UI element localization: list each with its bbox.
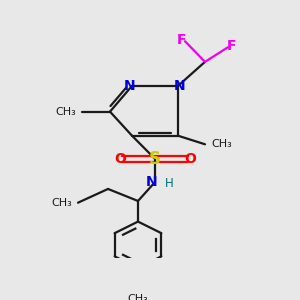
Text: F: F xyxy=(227,39,237,53)
Text: H: H xyxy=(165,177,173,190)
Text: N: N xyxy=(146,175,158,189)
Text: CH₃: CH₃ xyxy=(55,107,76,117)
Text: O: O xyxy=(114,152,126,166)
Text: CH₃: CH₃ xyxy=(211,139,232,149)
Text: N: N xyxy=(174,79,186,93)
Text: N: N xyxy=(124,79,136,93)
Text: CH₃: CH₃ xyxy=(51,198,72,208)
Text: CH₃: CH₃ xyxy=(128,294,148,300)
Text: S: S xyxy=(149,150,161,168)
Text: F: F xyxy=(177,32,187,46)
Text: O: O xyxy=(184,152,196,166)
